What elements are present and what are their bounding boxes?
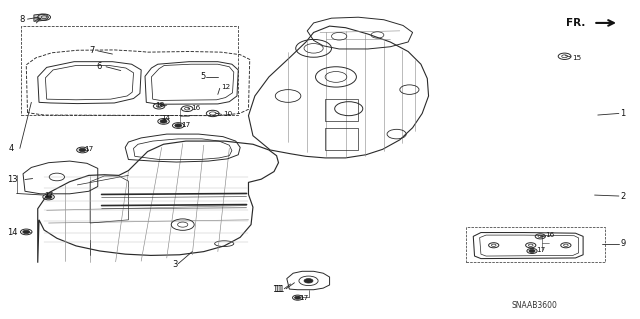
Bar: [21, 26, 238, 115]
Circle shape: [304, 278, 313, 283]
Text: 12: 12: [221, 85, 230, 90]
Circle shape: [45, 195, 52, 199]
Text: FR.: FR.: [566, 18, 586, 28]
Circle shape: [79, 148, 86, 152]
Circle shape: [160, 120, 167, 123]
Text: 5: 5: [200, 72, 205, 81]
Text: 13: 13: [7, 175, 18, 184]
Polygon shape: [34, 14, 49, 21]
Text: 7: 7: [89, 46, 94, 56]
Text: 17: 17: [180, 122, 190, 128]
Text: 1: 1: [620, 109, 625, 118]
Text: 16: 16: [545, 232, 554, 238]
Text: 3: 3: [172, 260, 177, 269]
Text: 11: 11: [273, 285, 283, 294]
Text: 17: 17: [300, 295, 309, 301]
Text: 6: 6: [97, 62, 102, 71]
Text: 9: 9: [620, 239, 625, 248]
Text: 16: 16: [191, 105, 200, 111]
Text: 17: 17: [84, 146, 93, 152]
Text: SNAAB3600: SNAAB3600: [511, 301, 557, 310]
Circle shape: [23, 230, 29, 234]
Text: 17: 17: [44, 192, 53, 198]
Circle shape: [294, 296, 301, 299]
Circle shape: [175, 124, 182, 127]
Text: 18: 18: [156, 102, 164, 108]
Text: 14: 14: [7, 228, 17, 237]
Bar: [466, 227, 605, 262]
Text: 8: 8: [20, 15, 25, 24]
Text: 15: 15: [572, 55, 582, 61]
Text: 17: 17: [536, 247, 545, 253]
Text: 10: 10: [223, 111, 232, 117]
Text: 11: 11: [275, 285, 285, 294]
Text: 14: 14: [162, 115, 171, 121]
Text: 2: 2: [620, 191, 625, 201]
Circle shape: [529, 249, 535, 253]
Text: 4: 4: [8, 144, 13, 153]
Circle shape: [209, 112, 216, 115]
